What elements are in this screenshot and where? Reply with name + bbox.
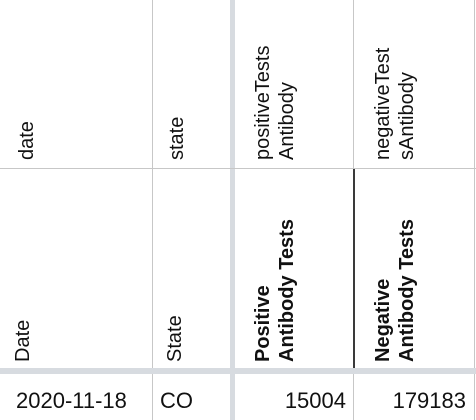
header-cell-negative-label-line2: Antibody Tests [396,219,418,362]
header-cell-date-label[interactable]: Date [12,319,34,362]
header-cell-state-label[interactable]: State [164,315,186,362]
cell-positive-tests[interactable]: 15004 [284,388,346,413]
header-cell-positive-field-line1[interactable]: positiveTests [252,45,274,161]
grid-line [474,0,475,420]
header-cell-positive-field-line2: Antibody [276,82,298,160]
header-cell-state-field[interactable]: state [166,116,188,160]
cell-date[interactable]: 2020-11-18 [16,388,127,413]
grid-line [152,0,153,420]
selected-column-border [353,168,355,368]
frozen-row-divider[interactable] [0,368,476,374]
header-cell-date-field[interactable]: date [16,121,38,160]
cell-negative-tests[interactable]: 179183 [392,388,466,413]
cell-state[interactable]: CO [160,388,193,413]
grid-line [0,168,476,169]
grid-line [353,374,354,420]
header-cell-positive-label-line2: Antibody Tests [276,219,298,362]
grid-line [353,0,354,168]
frozen-column-divider[interactable] [230,0,235,420]
header-cell-negative-label-line1[interactable]: Negative [372,278,394,362]
header-cell-positive-label-line1[interactable]: Positive [252,285,274,362]
header-cell-negative-field-line1[interactable]: negativeTest [372,47,394,160]
header-cell-negative-field-line2: sAntibody [396,72,418,160]
